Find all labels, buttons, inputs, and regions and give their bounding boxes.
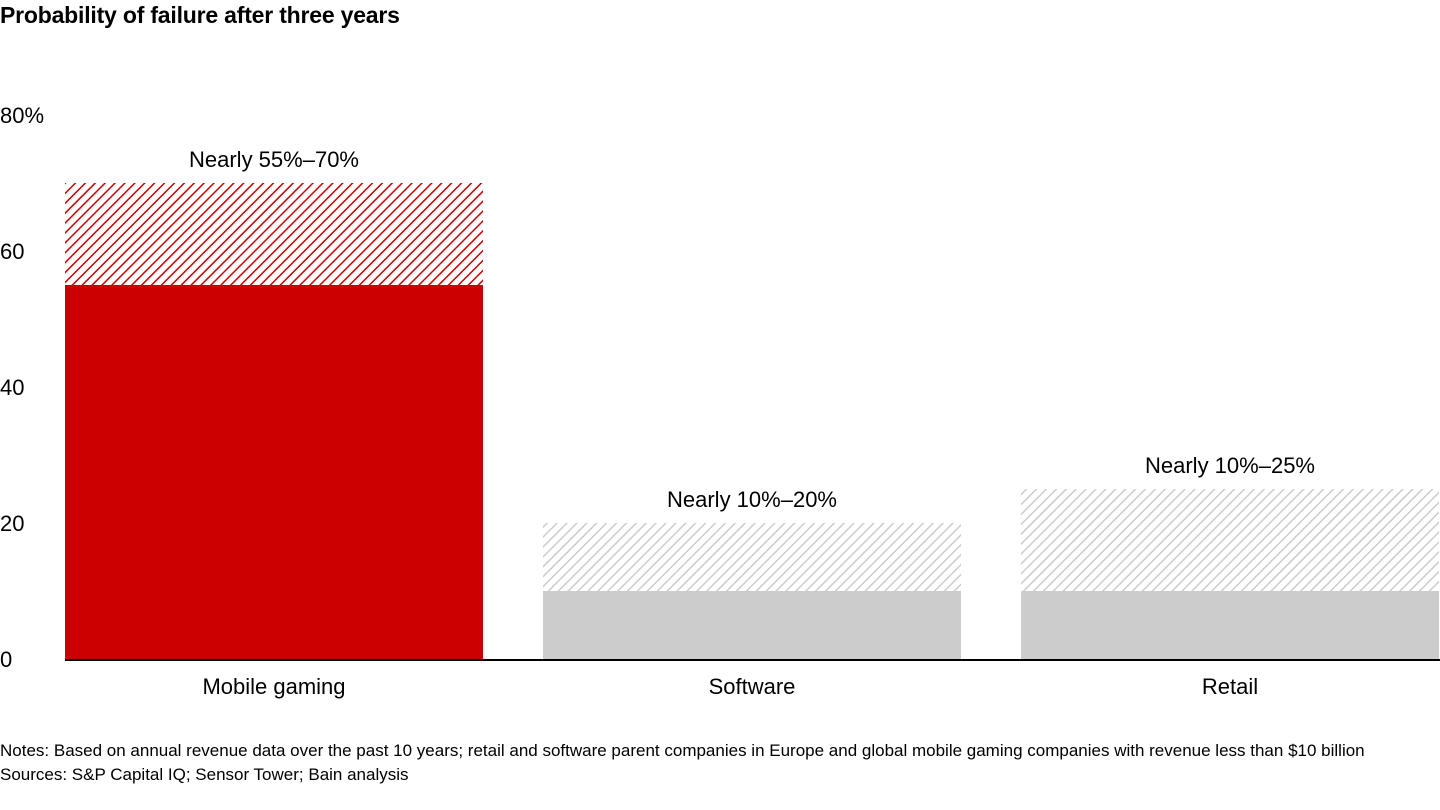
- y-tick-label: 0: [0, 647, 12, 672]
- bar-lower-bound: [65, 285, 483, 659]
- notes-text: Notes: Based on annual revenue data over…: [0, 741, 1365, 760]
- bar-lower-bound: [1021, 591, 1439, 659]
- range-labels: Nearly 55%–70% Nearly 10%–20% Nearly 10%–2…: [189, 147, 1315, 512]
- bar-lower-bound: [543, 591, 961, 659]
- chart-title: Probability of failure after three years: [0, 2, 400, 28]
- category-label: Retail: [1202, 674, 1258, 699]
- bar-upper-range: [543, 523, 961, 591]
- y-tick-label: 80%: [0, 103, 44, 128]
- sources-text: Sources: S&P Capital IQ; Sensor Tower; B…: [0, 765, 409, 784]
- category-label: Software: [709, 674, 796, 699]
- y-tick-label: 20: [0, 511, 24, 536]
- bar-range-label: Nearly 55%–70%: [189, 147, 359, 172]
- y-tick-label: 40: [0, 375, 24, 400]
- category-label: Mobile gaming: [202, 674, 345, 699]
- y-tick-label: 60: [0, 239, 24, 264]
- bars: [65, 183, 1439, 659]
- chart-notes: Notes: Based on annual revenue data over…: [0, 739, 1435, 787]
- bar-range-label: Nearly 10%–25%: [1145, 453, 1315, 478]
- bar-upper-range: [65, 183, 483, 285]
- y-axis-ticks: 0 20 40 60 80%: [0, 103, 44, 672]
- category-labels: Mobile gaming Software Retail: [202, 674, 1258, 699]
- bar-upper-range: [1021, 489, 1439, 591]
- bar-range-label: Nearly 10%–20%: [667, 487, 837, 512]
